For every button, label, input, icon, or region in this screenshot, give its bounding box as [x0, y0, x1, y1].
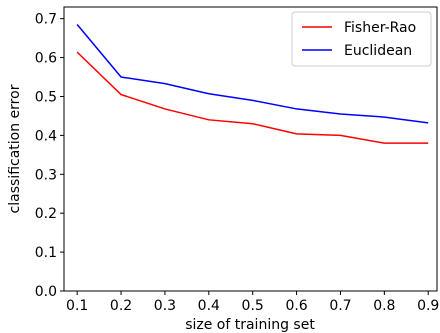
- series-layer: [76, 24, 429, 144]
- legend: Fisher-Rao Euclidean: [291, 11, 432, 67]
- y-tick-label: 0.4: [35, 128, 57, 144]
- series-line-euclidean: [76, 24, 429, 124]
- y-axis-label: classification error: [7, 84, 23, 213]
- y-tick-label: 0.2: [35, 206, 57, 222]
- legend-label-euclidean: Euclidean: [344, 43, 412, 59]
- y-tick-label: 0.5: [35, 89, 57, 105]
- x-tick-label: 0.5: [242, 298, 264, 314]
- y-axis-ticks: 0.0 0.1 0.2 0.3 0.4 0.5 0.6 0.7: [35, 12, 64, 300]
- legend-label-fisher-rao: Fisher-Rao: [344, 20, 416, 36]
- x-tick-label: 0.9: [417, 298, 439, 314]
- x-axis-ticks: 0.1 0.2 0.3 0.4 0.5 0.6 0.7 0.8 0.9: [66, 291, 439, 314]
- plot-frame: [63, 6, 438, 292]
- x-tick-label: 0.7: [329, 298, 351, 314]
- legend-box: [291, 11, 432, 67]
- y-tick-label: 0.3: [35, 167, 57, 183]
- x-tick-label: 0.2: [110, 298, 132, 314]
- y-tick-label: 0.1: [35, 245, 57, 261]
- x-tick-label: 0.8: [373, 298, 395, 314]
- x-axis-label: size of training set: [185, 317, 315, 333]
- x-tick-label: 0.6: [285, 298, 307, 314]
- y-tick-label: 0.7: [35, 12, 57, 28]
- y-tick-label: 0.0: [35, 284, 57, 300]
- x-tick-label: 0.4: [198, 298, 220, 314]
- x-tick-label: 0.3: [154, 298, 176, 314]
- y-tick-label: 0.6: [35, 51, 57, 67]
- x-tick-label: 0.1: [66, 298, 88, 314]
- series-line-fisher-rao: [76, 51, 429, 144]
